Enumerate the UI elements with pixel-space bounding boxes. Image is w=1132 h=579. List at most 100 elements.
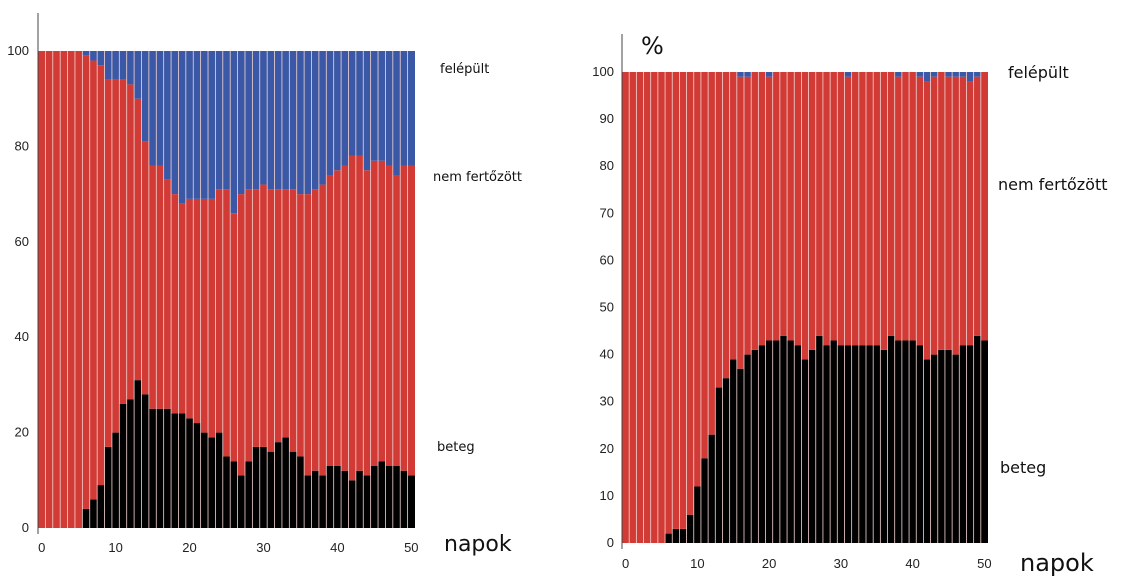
bar-segment-nem-fertőzött xyxy=(178,203,186,414)
bar-segment-nem-fertőzött xyxy=(686,72,694,515)
bar-segment-nem-fertőzött xyxy=(909,72,917,341)
bar-segment-beteg xyxy=(126,399,135,528)
bar-segment-felépült xyxy=(930,72,938,77)
bar-segment-nem-fertőzött xyxy=(851,72,859,346)
bar-segment-nem-fertőzött xyxy=(267,189,275,452)
bar-segment-nem-fertőzött xyxy=(794,72,802,346)
bar-segment-beteg xyxy=(980,340,988,543)
bar-segment-felépült xyxy=(259,51,268,185)
bar-segment-nem-fertőzött xyxy=(801,72,809,360)
bar-segment-felépült xyxy=(126,51,135,85)
bar-segment-beteg xyxy=(355,470,364,528)
bar-segment-nem-fertőzött xyxy=(858,72,866,346)
bar-segment-nem-fertőzött xyxy=(959,76,967,346)
bar-segment-nem-fertőzött xyxy=(643,72,651,543)
bar-segment-felépült xyxy=(844,72,852,77)
y-tick-label: 0 xyxy=(22,520,29,535)
bar-segment-felépült xyxy=(311,51,319,190)
bar-segment-beteg xyxy=(973,335,981,543)
bar-segment-felépült xyxy=(765,72,773,77)
bar-segment-felépült xyxy=(304,51,312,195)
bar-segment-beteg xyxy=(715,387,723,543)
x-tick-label: 0 xyxy=(622,556,629,571)
bar-segment-beteg xyxy=(89,499,98,528)
y-tick-label: 100 xyxy=(7,43,29,58)
chart-right: 0 10 20 30 40 50 60 70 80 90 100 0 10 20 30 40 50 napok% f… xyxy=(592,32,1107,577)
bar-segment-beteg xyxy=(815,335,823,543)
y-tick-label: 60 xyxy=(15,234,29,249)
bar-segment-nem-fertőzött xyxy=(237,194,245,476)
bar-segment-felépült xyxy=(267,51,275,190)
bar-segment-nem-fertőzött xyxy=(400,165,408,471)
x-tick-label: 30 xyxy=(256,540,270,555)
bar-segment-nem-fertőzött xyxy=(89,60,98,500)
bar-segment-beteg xyxy=(801,359,809,543)
bar-segment-nem-fertőzött xyxy=(348,155,356,481)
bar-segment-nem-fertőzött xyxy=(126,84,135,400)
bar-segment-nem-fertőzött xyxy=(38,51,46,528)
bar-segment-beteg xyxy=(296,456,305,528)
bar-segment-beteg xyxy=(822,345,831,543)
bar-segment-beteg xyxy=(787,340,795,543)
bar-segment-felépült xyxy=(318,51,327,185)
bar-segment-nem-fertőzött xyxy=(252,189,260,447)
bar-segment-nem-fertőzött xyxy=(808,72,816,350)
bar-segment-nem-fertőzött xyxy=(715,72,723,388)
bar-segment-nem-fertőzött xyxy=(665,72,673,534)
y-tick-label: 80 xyxy=(600,158,614,173)
bar-segment-beteg xyxy=(111,432,120,528)
bar-segment-beteg xyxy=(844,345,852,543)
bar-segment-beteg xyxy=(729,359,737,543)
bar-segment-nem-fertőzött xyxy=(185,198,194,419)
bar-segment-nem-fertőzött xyxy=(244,189,253,462)
y-tick-label: 30 xyxy=(600,394,614,409)
bar-segment-nem-fertőzött xyxy=(729,72,737,360)
bar-segment-beteg xyxy=(341,470,349,528)
bar-segment-beteg xyxy=(333,465,342,528)
bar-segment-nem-fertőzött xyxy=(274,189,282,443)
bar-segment-beteg xyxy=(385,465,393,528)
bar-segment-beteg xyxy=(873,345,881,543)
bar-segment-nem-fertőzött xyxy=(370,160,379,466)
bar-segment-beteg xyxy=(215,432,223,528)
bar-segment-beteg xyxy=(736,368,744,543)
bar-segment-beteg xyxy=(141,394,149,528)
bar-segment-felépült xyxy=(944,72,953,77)
percent-label: % xyxy=(641,32,664,60)
bar-segment-beteg xyxy=(665,533,673,543)
bar-segment-beteg xyxy=(966,345,974,543)
bar-segment-nem-fertőzött xyxy=(944,76,953,350)
y-tick-label: 0 xyxy=(607,535,614,550)
bar-segment-nem-fertőzött xyxy=(407,165,415,476)
bar-segment-beteg xyxy=(171,413,179,528)
bar-segment-felépült xyxy=(215,51,223,190)
bar-segment-felépült xyxy=(363,51,371,171)
bar-segment-felépült xyxy=(178,51,186,204)
bar-segment-nem-fertőzött xyxy=(378,160,386,462)
bar-segment-nem-fertőzött xyxy=(815,72,823,336)
bar-segment-nem-fertőzött xyxy=(844,76,852,346)
bar-segment-nem-fertőzött xyxy=(134,98,142,381)
y-tick-label: 90 xyxy=(600,111,614,126)
bar-segment-beteg xyxy=(952,354,960,543)
bar-segment-beteg xyxy=(178,413,186,528)
bar-segment-beteg xyxy=(326,465,334,528)
bar-segment-beteg xyxy=(751,349,759,543)
y-tick-label: 20 xyxy=(600,441,614,456)
bar-segment-felépült xyxy=(952,72,960,77)
bar-segment-beteg xyxy=(887,335,895,543)
bar-segment-nem-fertőzött xyxy=(215,189,223,433)
bar-segment-nem-fertőzött xyxy=(937,72,945,350)
bar-segment-felépült xyxy=(119,51,127,80)
bar-segment-nem-fertőzött xyxy=(230,213,238,462)
bar-segment-beteg xyxy=(909,340,917,543)
bar-segment-beteg xyxy=(193,423,201,528)
bar-segment-nem-fertőzött xyxy=(355,155,364,471)
bar-segment-felépült xyxy=(916,72,924,77)
bar-segment-felépült xyxy=(385,51,393,166)
bar-segment-beteg xyxy=(370,465,379,528)
bar-segment-beteg xyxy=(304,475,312,528)
bar-segment-felépült xyxy=(141,51,149,142)
bar-segment-beteg xyxy=(772,340,780,543)
bar-segment-nem-fertőzött xyxy=(193,198,201,424)
